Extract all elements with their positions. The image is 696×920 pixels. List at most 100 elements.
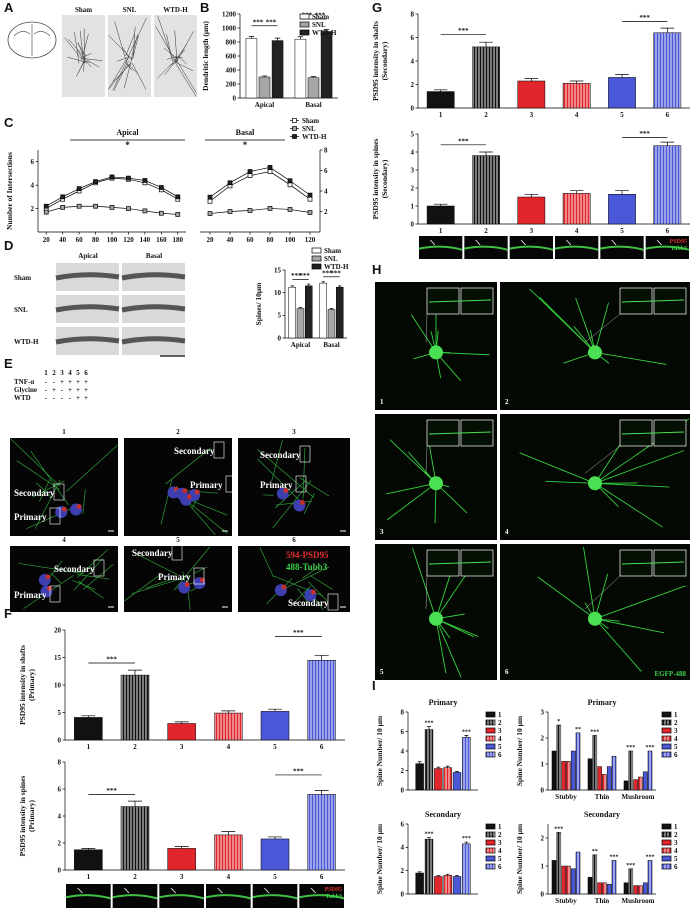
dendrite	[177, 63, 194, 72]
point	[207, 194, 213, 200]
x-tick-label: Basal	[305, 101, 321, 109]
dendrite	[77, 43, 87, 57]
neurite	[82, 489, 86, 514]
inset-guide	[584, 575, 621, 609]
brain-icon	[13, 24, 51, 56]
treatment-mark: +	[84, 386, 88, 394]
bar	[443, 767, 452, 791]
y-tick-label: 20	[54, 626, 62, 634]
strip-arrow	[124, 887, 130, 894]
x-tick-label: 80	[92, 236, 100, 244]
y-tick-label: 2	[541, 834, 545, 842]
dendrite	[123, 57, 133, 89]
y-tick-label: 1	[541, 760, 545, 768]
chart-title: Primary	[588, 698, 617, 707]
point	[227, 180, 233, 186]
significance: ***	[293, 629, 304, 637]
region-box	[93, 559, 105, 577]
region-label: Primary	[190, 480, 223, 490]
error-bar	[464, 841, 469, 844]
x-tick-label: 3	[180, 743, 184, 751]
treatment-mark: -	[53, 378, 56, 386]
dendrite	[155, 26, 178, 64]
psd95-signal	[184, 581, 190, 587]
point	[287, 178, 293, 184]
strip-dendrite	[554, 245, 599, 251]
legend-swatch	[485, 847, 496, 854]
y-axis-label: PSD95 intensity in spines	[18, 776, 27, 857]
neurite	[274, 480, 306, 509]
panel-letter: D	[4, 238, 13, 253]
bar	[472, 46, 500, 109]
error-bar	[221, 831, 236, 835]
bar	[434, 768, 443, 791]
dendrite	[113, 60, 129, 91]
legend-label: 1	[498, 823, 502, 831]
point	[126, 175, 131, 181]
neurite	[519, 452, 596, 484]
dendrite	[114, 21, 126, 60]
point	[126, 206, 131, 211]
strip-arrow	[520, 239, 526, 246]
legend-swatch	[299, 13, 310, 20]
soma	[588, 345, 602, 360]
x-tick-label: 160	[156, 236, 167, 244]
neurite	[594, 585, 686, 620]
treatment-mark: +	[60, 378, 64, 386]
y-tick-label: 0	[58, 866, 62, 874]
dendrite	[157, 59, 177, 79]
neurite	[310, 575, 333, 590]
error-bar	[433, 203, 448, 206]
legend-swatch	[485, 839, 496, 846]
x-tick-label: 100	[285, 236, 296, 244]
treatment-mark: +	[84, 378, 88, 386]
y-tick-label: 0	[401, 786, 405, 794]
dendrite	[132, 26, 136, 58]
y-axis-label: Spines/ 10μm	[254, 282, 263, 326]
stain-label: 594-PSD95	[286, 550, 329, 560]
bar	[562, 193, 591, 225]
y-tick-label: 2	[401, 767, 405, 775]
image-number: 3	[292, 428, 296, 436]
legend-label: 5	[498, 743, 502, 751]
dendrite	[132, 35, 139, 60]
y-tick-label: 4	[411, 57, 415, 65]
significance: *	[557, 719, 560, 725]
legend-swatch	[661, 735, 672, 742]
bar	[452, 772, 462, 791]
inset-guide	[584, 313, 621, 343]
strip-arrow	[430, 239, 436, 246]
significance: ***	[266, 18, 277, 26]
y-axis-label: (Secondary)	[380, 41, 389, 80]
psd95-signal	[186, 494, 192, 500]
y-tick-label: 0	[401, 890, 405, 898]
point	[60, 194, 66, 200]
x-tick-label: 4	[227, 873, 231, 881]
point	[207, 198, 213, 204]
significance: ***	[425, 721, 434, 727]
neurite	[186, 498, 228, 516]
neurite	[537, 576, 596, 620]
error-bar	[81, 715, 96, 718]
x-tick-label: 120	[305, 236, 316, 244]
error-bar	[455, 874, 459, 877]
legend-label: SNL	[312, 21, 326, 29]
y-axis-label: Spine Number/ 10 μm	[515, 715, 524, 786]
y-tick-label: 4	[401, 747, 405, 755]
treatment-name: WTD	[14, 394, 31, 402]
neurite	[410, 314, 437, 353]
psd95-signal	[281, 584, 287, 590]
error-bar	[174, 721, 189, 724]
legend-label: 2	[674, 719, 678, 727]
bar	[320, 31, 333, 99]
neurite	[303, 493, 315, 515]
legend-label: 3	[674, 839, 678, 847]
y-tick-label: 10	[54, 681, 62, 689]
strip-arrow	[77, 887, 83, 894]
inset-dendrite	[621, 299, 685, 303]
significance: **	[575, 727, 581, 733]
neurite	[435, 482, 468, 514]
significance: ***	[639, 14, 650, 22]
neurite	[30, 450, 69, 506]
x-tick-label: 5	[620, 111, 624, 119]
